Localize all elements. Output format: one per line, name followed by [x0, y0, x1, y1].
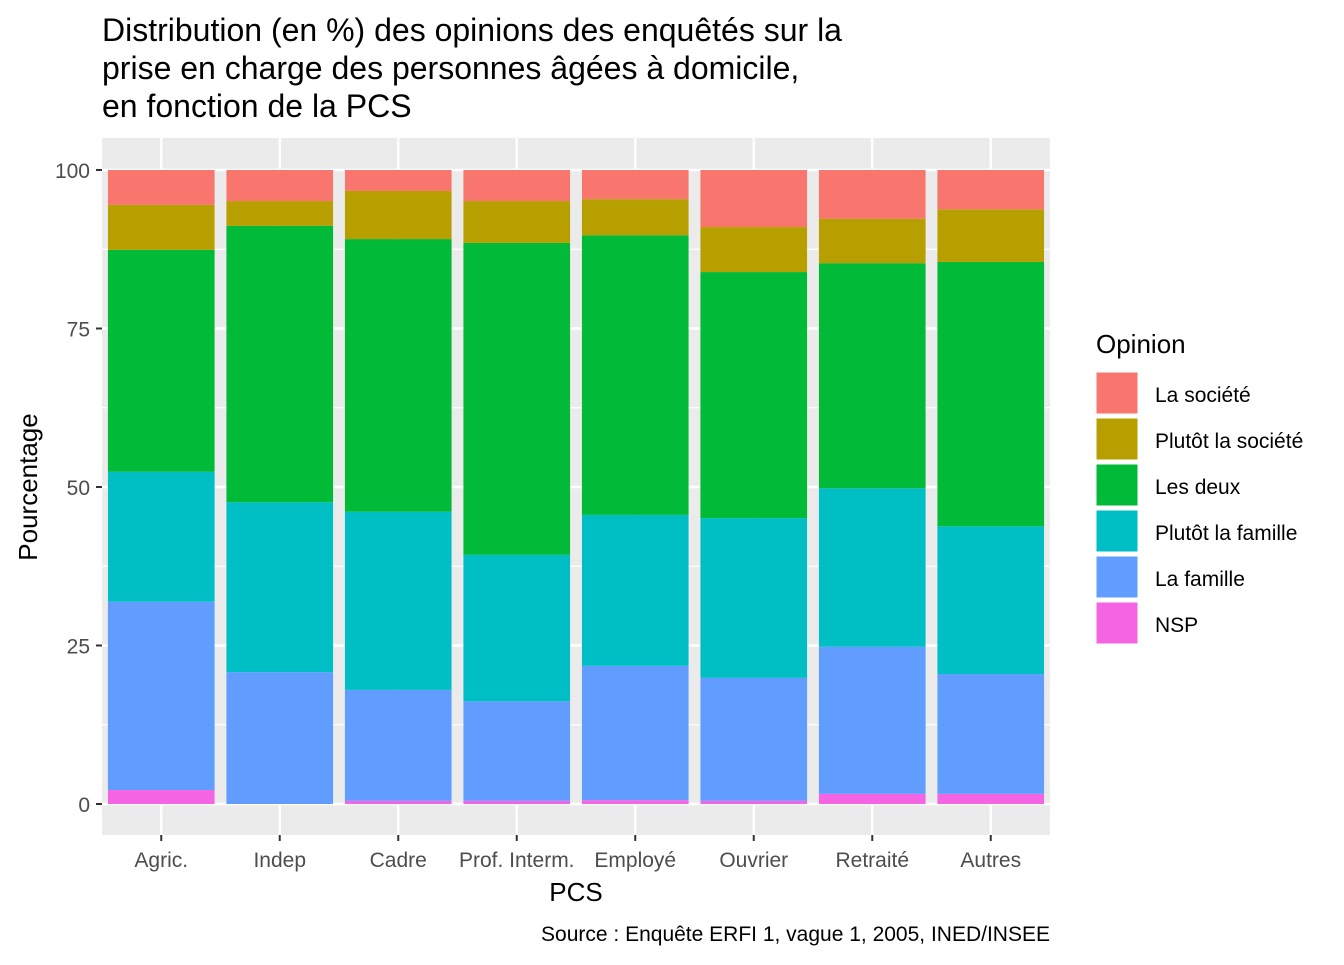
x-tick-label: Ouvrier — [719, 849, 788, 872]
bar-segment-7-5 — [937, 793, 1045, 804]
bar-segment-0-4 — [107, 601, 215, 791]
bar-segment-4-4 — [581, 665, 689, 801]
bar-segment-0-0 — [107, 170, 215, 205]
legend-label: Les deux — [1155, 476, 1241, 499]
legend-label: Plutôt la société — [1155, 430, 1303, 453]
bar-segment-4-0 — [581, 170, 689, 200]
x-tick-label: Agric. — [134, 849, 188, 872]
bar-segment-2-0 — [344, 170, 452, 191]
bar-segment-6-3 — [818, 488, 926, 647]
legend-title: Opinion — [1096, 329, 1186, 359]
bar-segment-2-1 — [344, 190, 452, 240]
bar-segment-3-1 — [463, 201, 571, 243]
bar-segment-7-3 — [937, 526, 1045, 675]
bar-segment-6-5 — [818, 793, 926, 804]
bar-segment-4-2 — [581, 235, 689, 515]
x-tick-label: Prof. Interm. — [459, 849, 575, 872]
bar-segment-7-4 — [937, 674, 1045, 794]
bar-segment-0-2 — [107, 249, 215, 472]
y-tick-label: 75 — [67, 319, 90, 342]
legend-key — [1095, 509, 1139, 553]
x-axis-label: PCS — [549, 877, 602, 907]
bar-segment-5-5 — [700, 800, 808, 804]
bar-segment-4-5 — [581, 800, 689, 804]
bar-segment-0-3 — [107, 471, 215, 602]
bar-segment-2-4 — [344, 689, 452, 801]
legend-label: La société — [1155, 384, 1251, 407]
bar-segment-1-0 — [226, 170, 334, 202]
x-tick-label: Retraité — [835, 849, 909, 872]
bar-segment-2-5 — [344, 800, 452, 804]
legend-key — [1095, 371, 1139, 415]
title-line-3: en fonction de la PCS — [102, 88, 412, 124]
x-tick-label: Cadre — [370, 849, 427, 872]
bar-segment-1-2 — [226, 225, 334, 503]
bar-segment-7-2 — [937, 261, 1045, 527]
bar-segment-2-3 — [344, 511, 452, 690]
bar-segment-1-3 — [226, 502, 334, 673]
bar-segment-2-2 — [344, 239, 452, 512]
bar-segment-3-3 — [463, 554, 571, 702]
bar-segment-0-1 — [107, 204, 215, 250]
y-axis: 0 25 50 75 100 — [55, 160, 102, 817]
legend-label: La famille — [1155, 568, 1245, 591]
legend-key — [1095, 601, 1139, 645]
x-axis: Agric. Indep Cadre Prof. Interm. Employé Ouvr… — [134, 835, 1021, 872]
x-tick-label: Employé — [594, 849, 676, 872]
bar-segment-5-1 — [700, 227, 808, 273]
bar-segment-4-1 — [581, 199, 689, 236]
caption: Source : Enquête ERFI 1, vague 1, 2005, … — [541, 923, 1050, 946]
y-tick-label: 100 — [55, 160, 90, 183]
bar-segment-4-3 — [581, 514, 689, 666]
bar-segment-7-0 — [937, 170, 1045, 210]
y-axis-label: Pourcentage — [13, 413, 43, 560]
x-tick-label: Autres — [960, 849, 1021, 872]
legend-key — [1095, 417, 1139, 461]
bar-segment-5-4 — [700, 677, 808, 801]
bar-segment-3-2 — [463, 242, 571, 555]
bar-segment-3-5 — [463, 800, 571, 804]
bar-segment-1-1 — [226, 201, 334, 226]
legend-label: Plutôt la famille — [1155, 522, 1297, 545]
bar-segment-7-1 — [937, 209, 1045, 262]
bar-segment-6-4 — [818, 646, 926, 794]
bar-segment-6-2 — [818, 263, 926, 489]
y-tick-label: 25 — [67, 636, 90, 659]
legend: Opinion La société Plutôt la société Les d… — [1095, 329, 1303, 645]
legend-label: NSP — [1155, 614, 1198, 637]
y-tick-label: 0 — [78, 794, 90, 817]
bar-segment-0-5 — [107, 790, 215, 804]
chart-title: Distribution (en %) des opinions des enq… — [102, 12, 842, 124]
bar-segment-3-0 — [463, 170, 571, 202]
bars — [107, 170, 1045, 804]
bar-segment-5-2 — [700, 272, 808, 519]
bar-segment-6-0 — [818, 170, 926, 219]
legend-key — [1095, 463, 1139, 507]
y-tick-label: 50 — [67, 477, 90, 500]
bar-segment-5-3 — [700, 518, 808, 678]
title-line-1: Distribution (en %) des opinions des enq… — [102, 12, 842, 48]
x-tick-label: Indep — [253, 849, 306, 872]
bar-segment-5-0 — [700, 170, 808, 228]
bar-segment-3-4 — [463, 701, 571, 801]
legend-key — [1095, 555, 1139, 599]
title-line-2: prise en charge des personnes âgées à do… — [102, 50, 799, 86]
bar-segment-6-1 — [818, 218, 926, 264]
bar-segment-1-4 — [226, 672, 334, 804]
